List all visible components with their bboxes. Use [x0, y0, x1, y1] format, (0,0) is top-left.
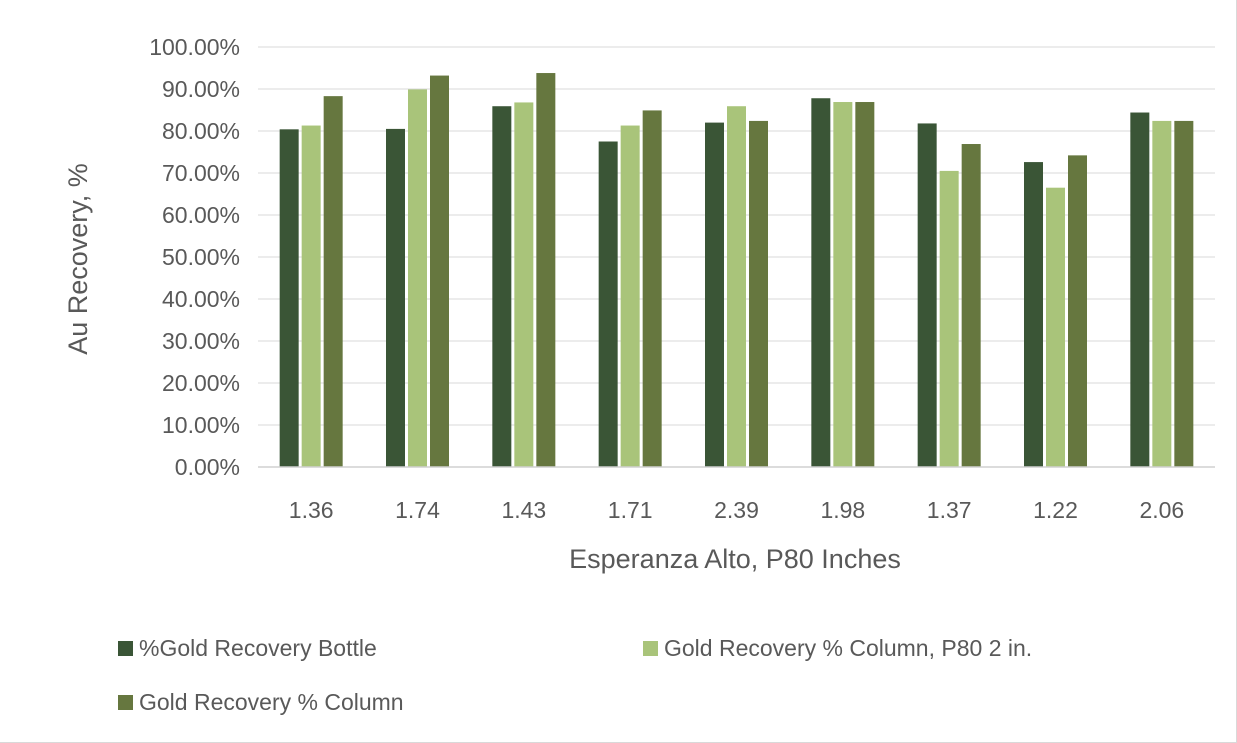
legend-swatch — [118, 641, 133, 656]
bar-1.71-series-3 — [642, 110, 662, 468]
bar-1.43-series-3 — [536, 73, 556, 467]
legend-label: Gold Recovery % Column, P80 2 in. — [664, 635, 1033, 661]
y-tick-label: 20.00% — [162, 370, 240, 396]
bar-1.98-series-2 — [833, 102, 853, 468]
x-tick-label: 1.36 — [289, 497, 334, 523]
bar-1.43-series-2 — [514, 102, 534, 467]
bar-1.22-series-2 — [1046, 187, 1065, 467]
bar-1.74-series-1 — [386, 128, 405, 467]
bar-1.22-series-3 — [1068, 155, 1087, 468]
x-tick-label: 1.22 — [1033, 497, 1078, 523]
x-tick-label: 1.43 — [501, 497, 546, 523]
bar-2.39-series-2 — [727, 106, 746, 467]
y-tick-label: 40.00% — [162, 286, 240, 312]
y-tick-label: 30.00% — [162, 328, 240, 354]
y-tick-label: 80.00% — [162, 118, 240, 144]
bar-2.06-series-3 — [1174, 120, 1194, 468]
y-tick-label: 70.00% — [162, 160, 240, 186]
y-tick-labels: 0.00% 10.00% 20.00% 30.00% 40.00% 50.00% 60.00… — [149, 34, 240, 480]
y-tick-label: 60.00% — [162, 202, 240, 228]
x-tick-labels: 1.36 1.74 1.43 1.71 2.39 1.98 1.37 1.22 2.06 — [289, 497, 1184, 523]
y-tick-label: 0.00% — [175, 454, 240, 480]
bar-1.37-series-3 — [961, 144, 981, 467]
legend-item: Gold Recovery % Column, P80 2 in. — [643, 635, 1032, 662]
bar-1.43-series-1 — [492, 106, 512, 467]
x-tick-label: 1.37 — [927, 497, 972, 523]
bar-1.98-series-3 — [855, 102, 875, 468]
x-axis-label: Esperanza Alto, P80 Inches — [569, 544, 901, 574]
legend-item: Gold Recovery % Column — [118, 689, 404, 716]
bar-1.74-series-3 — [430, 75, 449, 467]
bar-1.74-series-2 — [408, 89, 427, 468]
bar-2.39-series-3 — [749, 120, 768, 468]
bar-1.98-series-1 — [811, 98, 831, 468]
y-tick-label: 50.00% — [162, 244, 240, 270]
legend-swatch — [643, 641, 658, 656]
x-tick-label: 2.39 — [714, 497, 759, 523]
legend-label: Gold Recovery % Column — [139, 689, 404, 715]
legend-label: %Gold Recovery Bottle — [139, 635, 377, 661]
x-tick-label: 2.06 — [1139, 497, 1184, 523]
y-tick-label: 90.00% — [162, 76, 240, 102]
bar-2.06-series-2 — [1152, 120, 1172, 468]
bar-1.36-series-1 — [279, 129, 299, 467]
bar-1.22-series-1 — [1024, 162, 1043, 467]
bar-2.39-series-1 — [705, 122, 724, 467]
bar-1.71-series-2 — [620, 125, 640, 467]
bar-1.37-series-1 — [917, 123, 937, 467]
bars — [279, 73, 1194, 468]
x-tick-label: 1.71 — [608, 497, 653, 523]
bar-1.36-series-2 — [301, 125, 321, 467]
bar-2.06-series-1 — [1130, 112, 1150, 468]
y-tick-label: 10.00% — [162, 412, 240, 438]
x-tick-label: 1.74 — [395, 497, 440, 523]
legend-item: %Gold Recovery Bottle — [118, 635, 377, 662]
bar-1.36-series-3 — [323, 96, 343, 467]
legend-swatch — [118, 695, 133, 710]
bar-1.71-series-1 — [598, 141, 618, 467]
y-tick-label: 100.00% — [149, 34, 240, 60]
x-tick-label: 1.98 — [820, 497, 865, 523]
bar-1.37-series-2 — [939, 170, 959, 467]
y-axis-label: Au Recovery, % — [63, 163, 93, 355]
